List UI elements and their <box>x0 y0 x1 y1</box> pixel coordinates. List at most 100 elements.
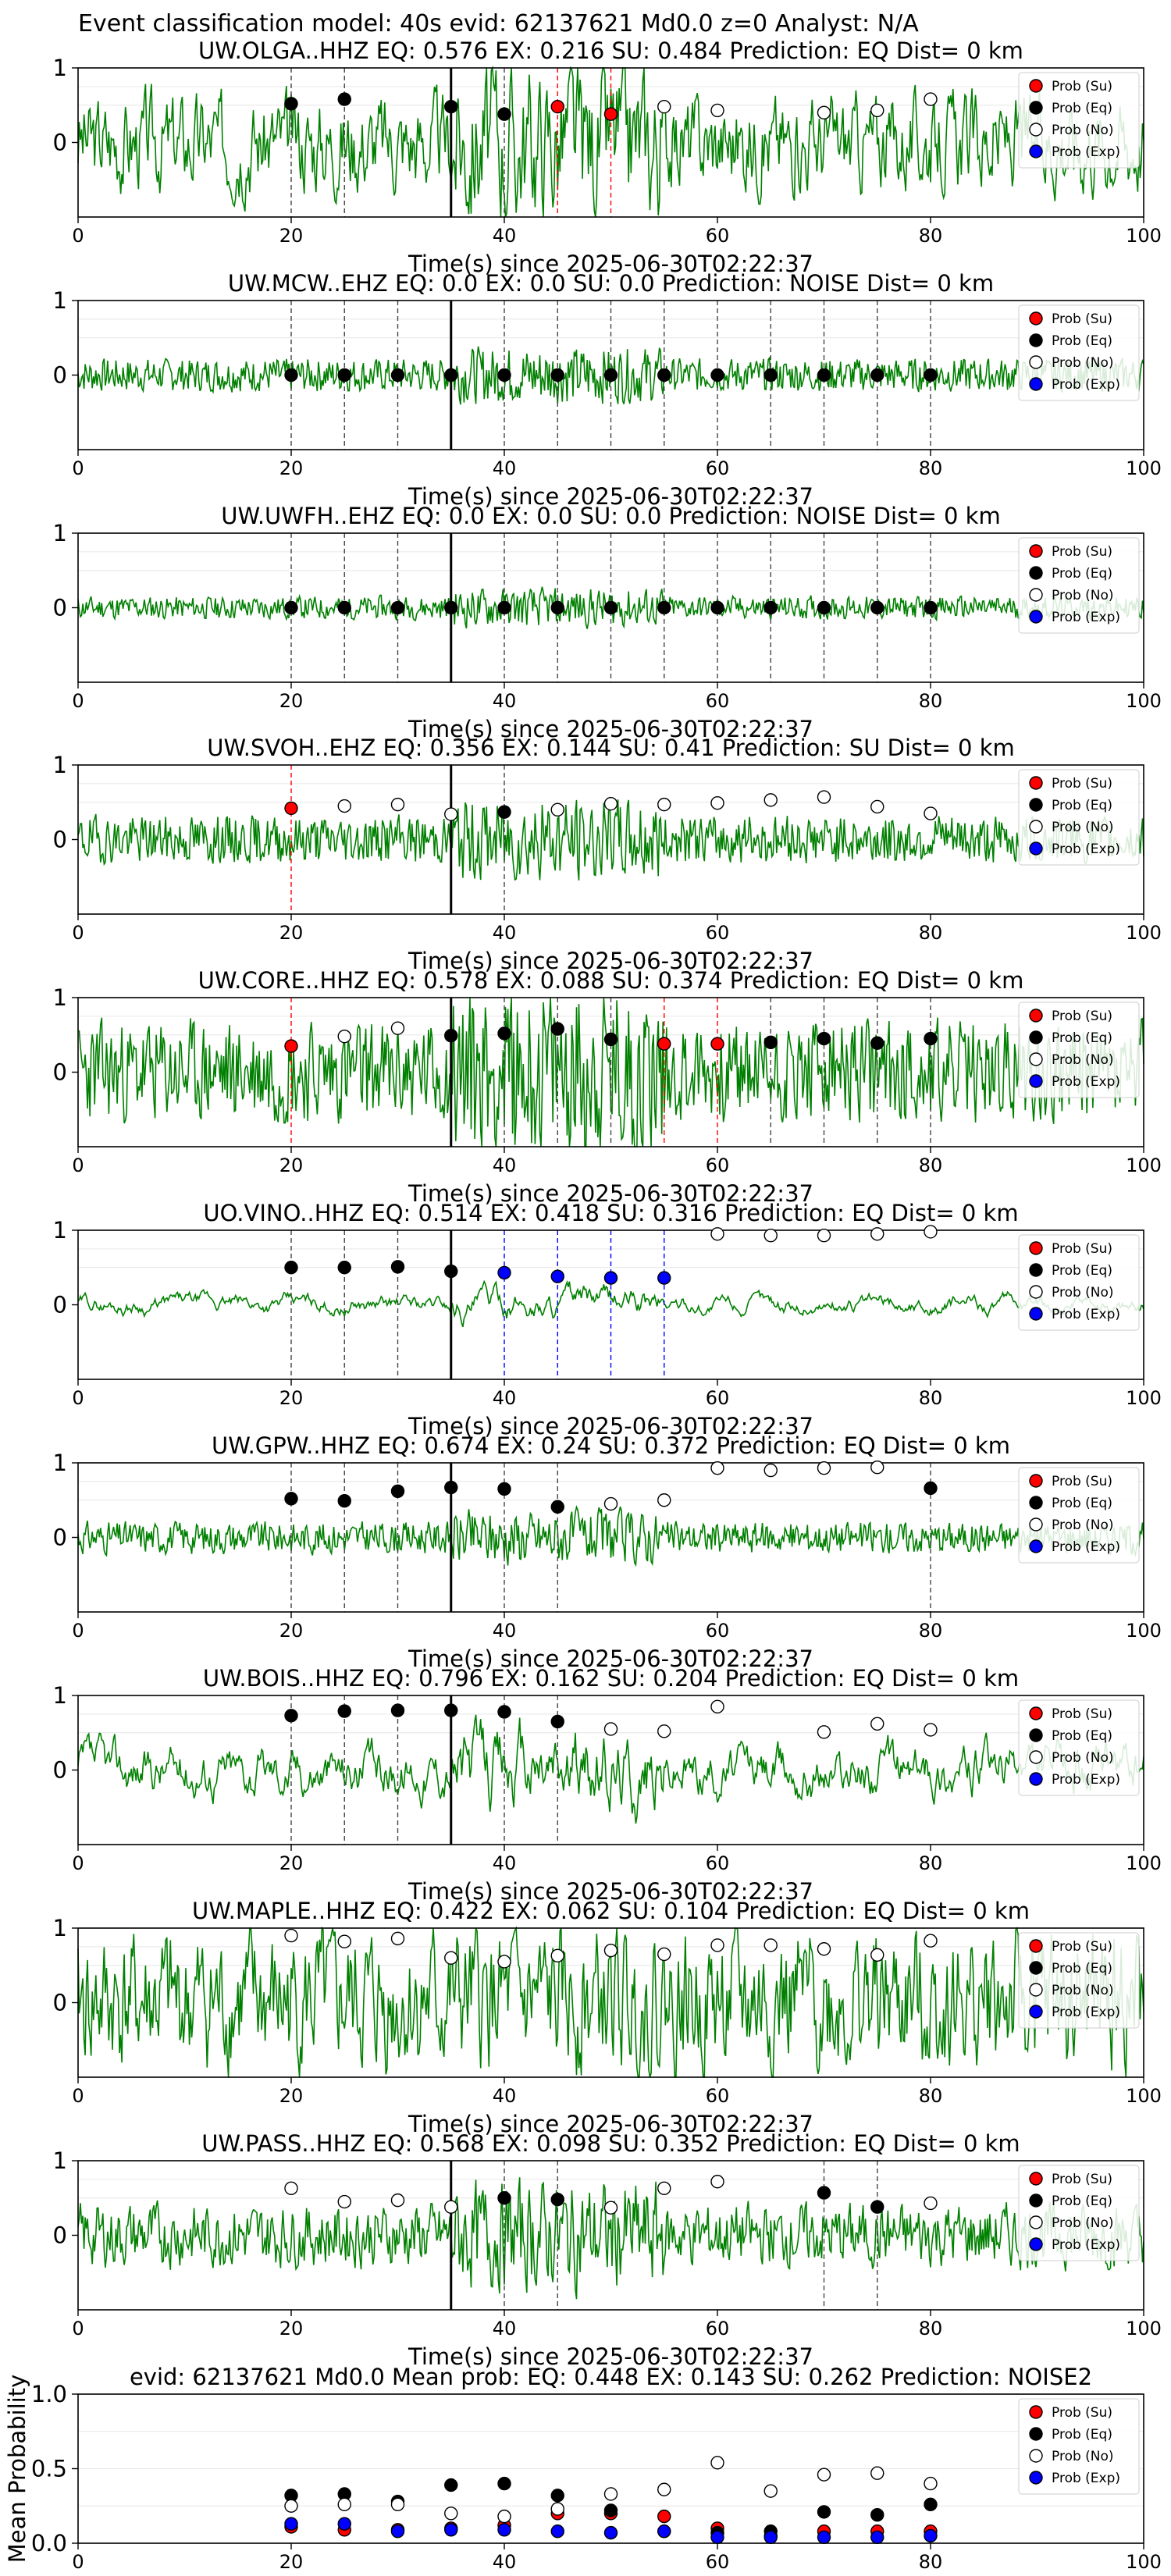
point-probexp <box>657 2524 671 2539</box>
point-probexp <box>497 1265 511 1280</box>
x-axis-label: Time(s) since 2025-06-30T02:22:37 <box>408 948 813 974</box>
panel-title: UW.CORE..HHZ EQ: 0.578 EX: 0.088 SU: 0.3… <box>198 967 1024 994</box>
legend-marker <box>1029 1263 1043 1277</box>
point-probno <box>284 2181 298 2196</box>
point-probeq <box>337 368 351 382</box>
point-probeq <box>444 99 458 114</box>
point-probno <box>337 2497 351 2512</box>
point-probeq <box>817 600 831 615</box>
legend-label: Prob (No) <box>1052 1983 1114 1998</box>
x-tick-label: 40 <box>493 690 517 712</box>
axes-frame <box>77 1695 1144 1845</box>
point-probeq <box>550 600 564 615</box>
x-tick-label: 80 <box>919 690 943 712</box>
legend-label: Prob (Su) <box>1052 2172 1112 2187</box>
legend-box <box>1018 1932 1140 2029</box>
point-probeq <box>284 97 298 111</box>
x-tick-label: 80 <box>919 2551 943 2573</box>
point-probno <box>763 1228 778 1243</box>
point-probsu <box>603 107 618 121</box>
x-tick-label: 40 <box>493 225 517 247</box>
legend-marker <box>1029 1307 1043 1321</box>
y-tick-label: 1 <box>53 1450 67 1476</box>
point-probeq <box>924 368 938 382</box>
legend-label: Prob (Su) <box>1052 544 1112 560</box>
point-probno <box>817 1461 831 1475</box>
panel-title: UW.MCW..EHZ EQ: 0.0 EX: 0.0 SU: 0.0 Pred… <box>228 270 994 297</box>
legend-marker <box>1029 355 1043 369</box>
panel-8: UW.MAPLE..HHZ EQ: 0.422 EX: 0.062 SU: 0.… <box>53 1898 1162 2137</box>
point-probeq <box>550 368 564 382</box>
point-probeq <box>870 2200 884 2214</box>
point-probno <box>337 1029 351 1044</box>
point-probeq <box>763 600 778 615</box>
x-tick-label: 100 <box>1126 1387 1162 1409</box>
point-probno <box>657 1947 671 1962</box>
point-probexp <box>870 2530 884 2545</box>
point-probno <box>657 2482 671 2496</box>
legend-marker <box>1029 1074 1043 1088</box>
panel-title: UW.GPW..HHZ EQ: 0.674 EX: 0.24 SU: 0.372… <box>212 1432 1010 1459</box>
point-probno <box>817 790 831 804</box>
point-probno <box>924 806 938 820</box>
panel-4: UW.CORE..HHZ EQ: 0.578 EX: 0.088 SU: 0.3… <box>53 967 1162 1207</box>
point-probeq <box>337 1261 351 1275</box>
legend-marker <box>1029 144 1043 158</box>
y-tick-label: 1 <box>53 1915 67 1941</box>
x-tick-label: 100 <box>1126 690 1162 712</box>
x-tick-label: 60 <box>706 1852 730 1874</box>
point-probno <box>817 1942 831 1956</box>
legend-marker <box>1029 311 1043 326</box>
panel-7: UW.BOIS..HHZ EQ: 0.796 EX: 0.162 SU: 0.2… <box>53 1665 1162 1905</box>
legend-label: Prob (Exp) <box>1052 1307 1120 1322</box>
x-tick-label: 20 <box>279 690 304 712</box>
point-probno <box>444 807 458 821</box>
point-probexp <box>603 1271 618 1285</box>
panels: UW.OLGA..HHZ EQ: 0.576 EX: 0.216 SU: 0.4… <box>4 37 1162 2573</box>
legend-marker <box>1029 2405 1043 2419</box>
legend-marker <box>1029 2005 1043 2019</box>
x-tick-label: 20 <box>279 922 304 944</box>
point-probeq <box>870 368 884 382</box>
point-probexp <box>763 2530 778 2545</box>
legend-label: Prob (Exp) <box>1052 2005 1120 2020</box>
legend-marker <box>1029 333 1043 347</box>
x-tick-label: 100 <box>1126 225 1162 247</box>
legend-box <box>1018 537 1140 634</box>
x-tick-label: 100 <box>1126 1155 1162 1176</box>
legend-box <box>1018 304 1140 401</box>
x-tick-label: 0 <box>72 690 84 712</box>
legend-marker <box>1029 798 1043 812</box>
point-probno <box>924 2476 938 2491</box>
point-probno <box>870 1717 884 1731</box>
legend-label: Prob (No) <box>1052 1285 1114 1300</box>
legend-label: Prob (Eq) <box>1052 333 1112 349</box>
x-tick-label: 100 <box>1126 2318 1162 2339</box>
x-tick-label: 80 <box>919 225 943 247</box>
y-tick-label: 1 <box>53 1217 67 1244</box>
point-probexp <box>924 2528 938 2543</box>
point-probeq <box>284 1261 298 1275</box>
point-probeq <box>337 600 351 615</box>
x-axis-label: Time(s) since 2025-06-30T02:22:37 <box>408 1878 813 1905</box>
point-probeq <box>710 368 724 382</box>
legend-label: Prob (Exp) <box>1052 1772 1120 1788</box>
legend-marker <box>1029 2194 1043 2208</box>
legend-label: Prob (Exp) <box>1052 610 1120 625</box>
point-probeq <box>710 600 724 615</box>
legend-label: Prob (Su) <box>1052 2405 1112 2421</box>
legend-label: Prob (Eq) <box>1052 2427 1112 2443</box>
point-probno <box>444 1951 458 1965</box>
point-probno <box>657 797 671 812</box>
point-probeq <box>444 1029 458 1043</box>
x-tick-label: 0 <box>72 2085 84 2107</box>
point-probeq <box>817 2186 831 2200</box>
legend-marker <box>1029 1539 1043 1553</box>
waveform-trace <box>77 1714 1144 1824</box>
point-probeq <box>284 368 298 382</box>
point-probeq <box>497 2191 511 2205</box>
x-tick-label: 40 <box>493 2085 517 2107</box>
legend-marker <box>1029 2172 1043 2186</box>
waveform-trace <box>77 2177 1144 2300</box>
